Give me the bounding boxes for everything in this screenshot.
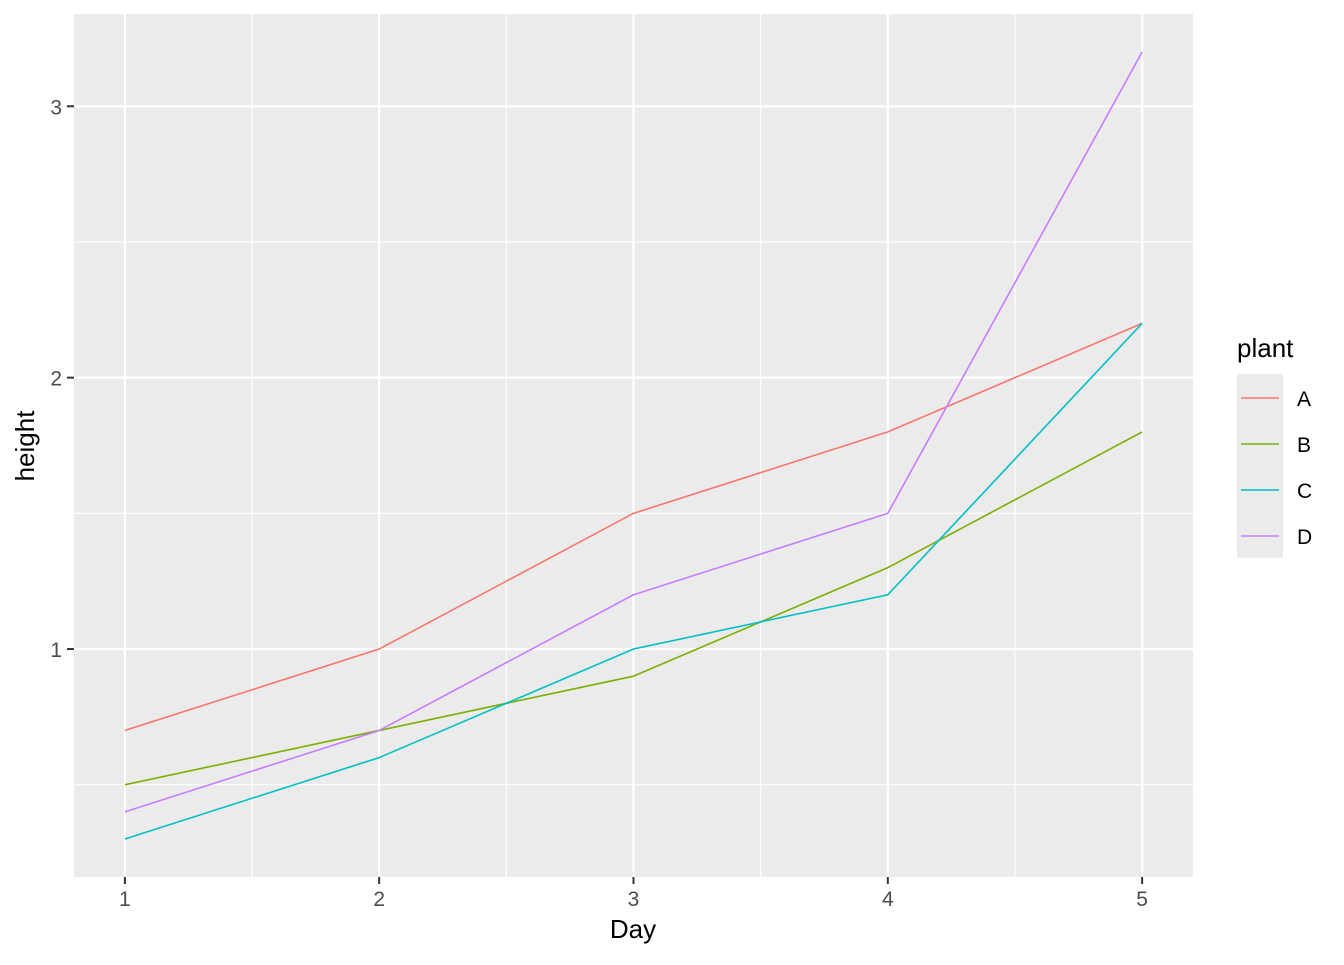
x-tick-label: 4 — [882, 888, 894, 911]
axes: 1 2 3 4 5 1 2 3 — [50, 96, 1148, 911]
series-line-a — [124, 322, 1143, 732]
gridlines — [74, 14, 1193, 877]
legend-label: B — [1297, 434, 1311, 457]
legend-title: plant — [1237, 333, 1294, 363]
x-tick-label: 2 — [373, 888, 385, 911]
x-tick-label: 5 — [1136, 888, 1148, 911]
series-line-d — [124, 51, 1143, 813]
x-axis-label: Day — [610, 914, 656, 944]
series-lines — [124, 51, 1143, 840]
y-tick-label: 1 — [50, 639, 62, 662]
y-tick-label: 2 — [50, 368, 62, 391]
series-line-c — [124, 322, 1143, 840]
legend-label: A — [1297, 388, 1311, 411]
series-line-b — [124, 431, 1143, 786]
x-tick-label: 1 — [119, 888, 131, 911]
legend-label: C — [1297, 480, 1312, 503]
y-tick-label: 3 — [50, 96, 62, 119]
legend-key-background — [1237, 374, 1283, 558]
legend-label: D — [1297, 526, 1312, 549]
x-tick-label: 3 — [628, 888, 640, 911]
y-axis-label: height — [10, 410, 40, 482]
